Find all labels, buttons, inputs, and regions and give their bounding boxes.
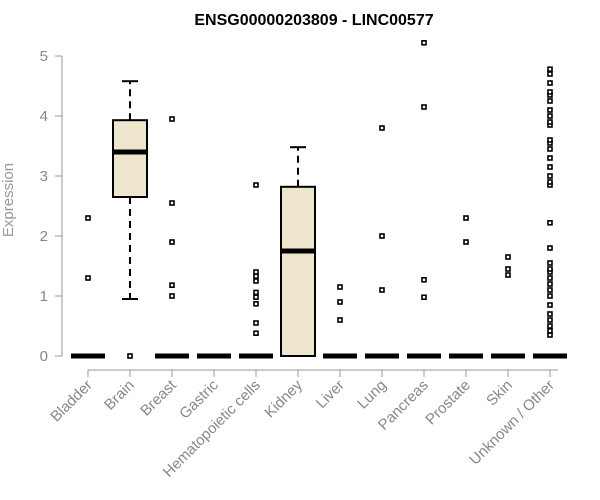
- outlier-point: [547, 173, 553, 179]
- y-tick-label: 1: [40, 288, 48, 305]
- outlier-point: [253, 294, 259, 301]
- outlier-point: [127, 353, 133, 359]
- outlier-point: [547, 89, 553, 95]
- outlier-point: [547, 119, 553, 125]
- x-tick-label: Prostate: [422, 377, 474, 429]
- box-group: [365, 125, 399, 359]
- outlier-point: [169, 293, 175, 299]
- box-group: [533, 66, 567, 359]
- outlier-point: [547, 327, 553, 334]
- y-tick-label: 3: [40, 168, 48, 185]
- outlier-point: [253, 330, 259, 337]
- box-group: [112, 80, 148, 359]
- outlier-point: [421, 104, 427, 110]
- outlier-point: [253, 289, 259, 296]
- x-tick-label: Breast: [137, 376, 180, 419]
- x-tick-label: Kidney: [261, 376, 306, 421]
- outlier-point: [547, 66, 553, 72]
- box-group: [155, 116, 189, 359]
- outlier-point: [169, 200, 175, 206]
- outlier-point: [547, 323, 553, 329]
- outlier-point: [421, 294, 427, 301]
- outlier-point: [547, 71, 553, 77]
- outlier-point: [463, 215, 469, 221]
- x-tick-label: Liver: [313, 377, 348, 412]
- boxes-group: [71, 39, 567, 359]
- outlier-point: [421, 276, 427, 283]
- y-ticks: 0 1 2 3 4 5: [40, 48, 62, 365]
- outlier-point: [547, 80, 553, 86]
- outlier-point: [169, 282, 175, 289]
- outlier-point: [505, 254, 511, 260]
- outlier-point: [547, 137, 553, 143]
- outlier-point: [379, 125, 385, 131]
- outlier-point: [547, 332, 553, 338]
- outlier-point: [253, 182, 259, 188]
- box-group: [239, 182, 273, 359]
- y-tick-label: 0: [40, 348, 48, 365]
- box-group: [71, 215, 105, 359]
- outlier-point: [547, 245, 553, 251]
- outlier-point: [547, 317, 553, 323]
- y-tick-label: 5: [40, 48, 48, 65]
- outlier-point: [253, 278, 259, 284]
- x-tick-label: Brain: [101, 377, 138, 414]
- outlier-point: [379, 287, 385, 293]
- outlier-point: [85, 275, 91, 281]
- y-axis-label: Expression: [0, 163, 17, 237]
- box-group: [407, 39, 441, 359]
- outlier-point: [169, 239, 175, 245]
- outlier-point: [547, 164, 553, 170]
- y-tick-label: 2: [40, 228, 48, 245]
- box-group: [280, 146, 316, 357]
- outlier-point: [169, 116, 175, 122]
- box-iqr: [280, 185, 316, 357]
- outlier-point: [547, 98, 553, 104]
- outlier-point: [547, 311, 553, 317]
- outlier-point: [547, 220, 553, 226]
- outlier-point: [505, 272, 511, 278]
- x-tick-label: Lung: [354, 377, 390, 413]
- outlier-point: [547, 107, 553, 113]
- y-tick-label: 4: [40, 108, 48, 125]
- outlier-point: [547, 113, 553, 119]
- box-group: [323, 284, 357, 359]
- outlier-point: [421, 39, 427, 46]
- box-group: [449, 215, 483, 359]
- outlier-point: [337, 299, 343, 305]
- outlier-point: [547, 281, 553, 287]
- box-iqr: [112, 119, 148, 198]
- outlier-point: [253, 273, 259, 280]
- outlier-point: [547, 302, 553, 308]
- outlier-point: [547, 287, 553, 293]
- outlier-point: [379, 233, 385, 239]
- chart-title: ENSG00000203809 - LINC00577: [194, 12, 433, 29]
- outlier-point: [253, 300, 259, 307]
- outlier-point: [547, 155, 553, 161]
- outlier-point: [337, 317, 343, 323]
- outlier-point: [463, 239, 469, 245]
- outlier-point: [253, 269, 259, 275]
- outlier-point: [547, 179, 553, 185]
- outlier-point: [547, 260, 553, 266]
- outlier-point: [547, 293, 553, 299]
- outlier-point: [547, 266, 553, 272]
- x-tick-label: Skin: [483, 377, 516, 410]
- x-tick-label: Bladder: [47, 377, 96, 426]
- box-group: [491, 254, 525, 359]
- outlier-point: [547, 275, 553, 281]
- outlier-point: [505, 266, 511, 272]
- outlier-point: [253, 320, 259, 326]
- outlier-point: [337, 284, 343, 290]
- outlier-point: [85, 215, 91, 221]
- outlier-point: [547, 146, 553, 152]
